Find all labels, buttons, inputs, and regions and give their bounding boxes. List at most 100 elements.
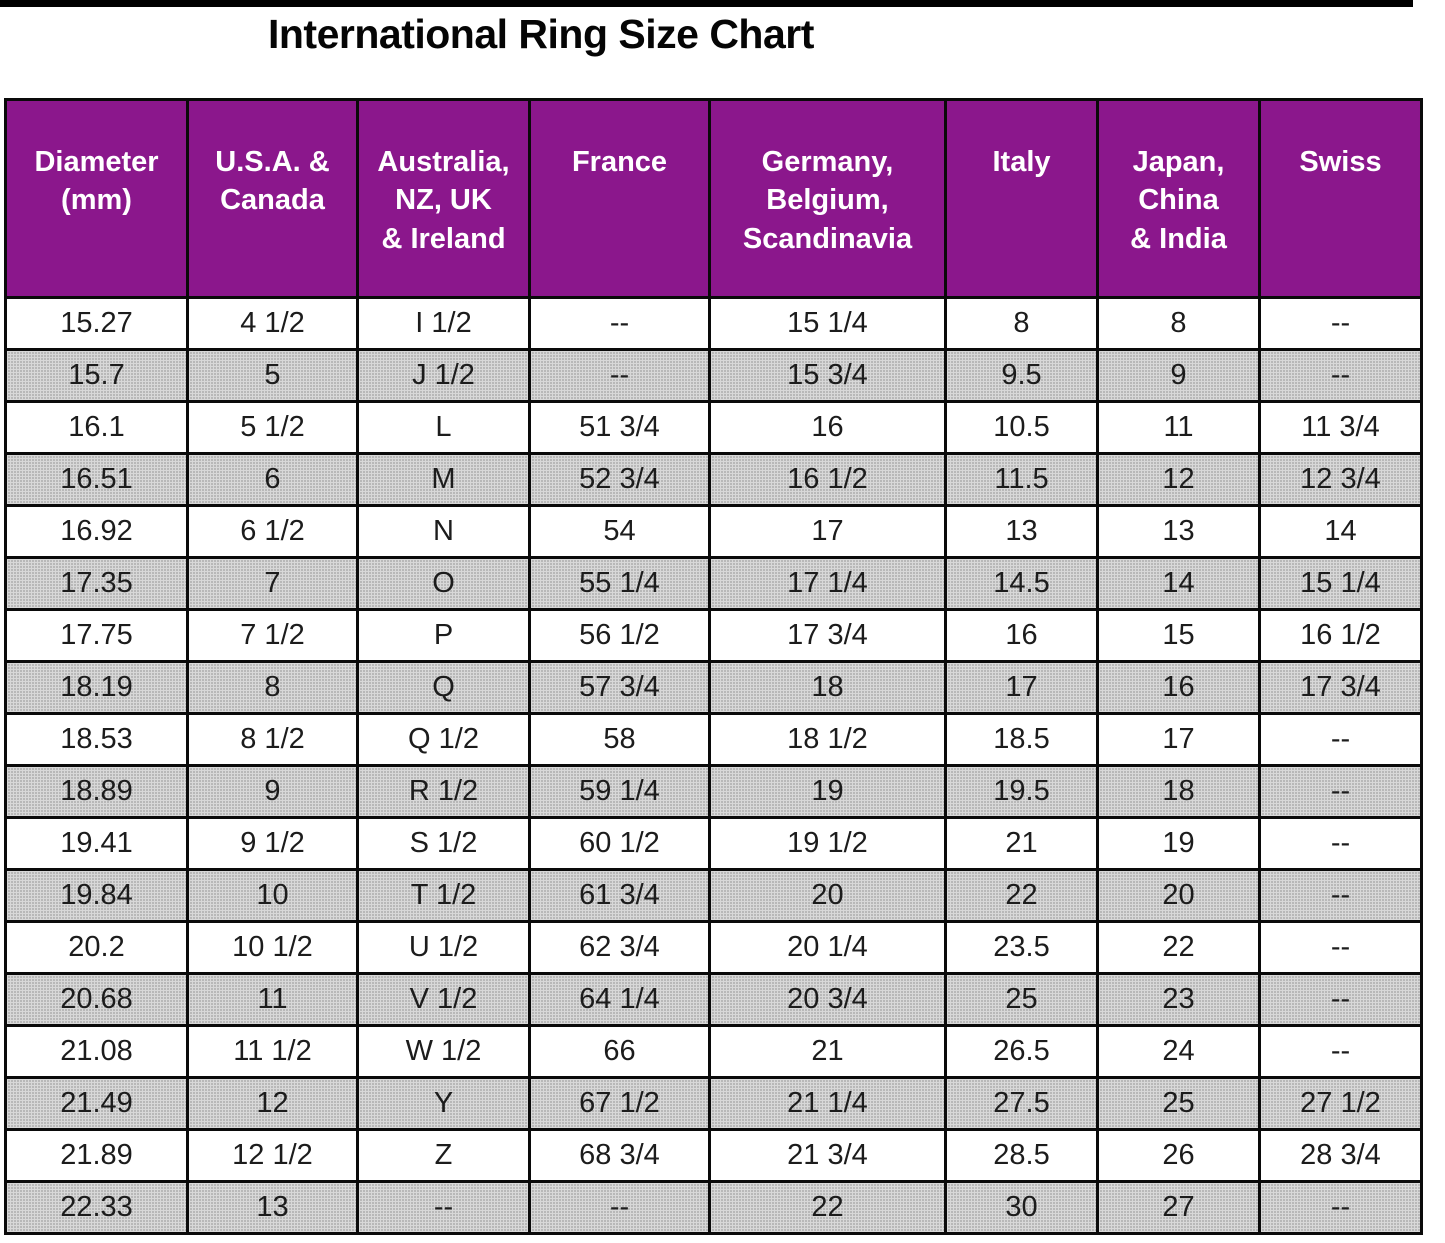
cell-australia-nz-uk-ireland: -- bbox=[356, 1180, 531, 1235]
cell-swiss: -- bbox=[1258, 868, 1423, 923]
cell-usa-canada: 5 1/2 bbox=[186, 400, 359, 455]
cell-italy: 21 bbox=[944, 816, 1099, 871]
cell-italy: 16 bbox=[944, 608, 1099, 663]
cell-france: 67 1/2 bbox=[528, 1076, 711, 1131]
cell-australia-nz-uk-ireland: N bbox=[356, 504, 531, 559]
cell-swiss: -- bbox=[1258, 764, 1423, 819]
cell-swiss: 12 3/4 bbox=[1258, 452, 1423, 507]
column-header-italy: Italy bbox=[944, 98, 1099, 299]
cell-italy: 27.5 bbox=[944, 1076, 1099, 1131]
cell-italy: 14.5 bbox=[944, 556, 1099, 611]
cell-italy: 10.5 bbox=[944, 400, 1099, 455]
cell-usa-canada: 7 1/2 bbox=[186, 608, 359, 663]
cell-australia-nz-uk-ireland: S 1/2 bbox=[356, 816, 531, 871]
cell-france: -- bbox=[528, 1180, 711, 1235]
cell-france: 68 3/4 bbox=[528, 1128, 711, 1183]
table-row: 17.35 7 O 55 1/4 17 1/4 14.5 14 15 1/4 bbox=[4, 556, 1423, 611]
cell-usa-canada: 8 1/2 bbox=[186, 712, 359, 767]
table-row: 19.84 10 T 1/2 61 3/4 20 22 20 -- bbox=[4, 868, 1423, 923]
cell-germany-belgium-scandinavia: 17 3/4 bbox=[708, 608, 947, 663]
cell-japan-china-india: 25 bbox=[1096, 1076, 1261, 1131]
cell-usa-canada: 6 1/2 bbox=[186, 504, 359, 559]
table-row: 21.49 12 Y 67 1/2 21 1/4 27.5 25 27 1/2 bbox=[4, 1076, 1423, 1131]
cell-germany-belgium-scandinavia: 17 1/4 bbox=[708, 556, 947, 611]
cell-diameter-mm: 20.2 bbox=[4, 920, 189, 975]
cell-japan-china-india: 16 bbox=[1096, 660, 1261, 715]
cell-diameter-mm: 16.51 bbox=[4, 452, 189, 507]
cell-italy: 9.5 bbox=[944, 348, 1099, 403]
cell-japan-china-india: 14 bbox=[1096, 556, 1261, 611]
cell-italy: 17 bbox=[944, 660, 1099, 715]
cell-swiss: -- bbox=[1258, 1024, 1423, 1079]
cell-diameter-mm: 18.89 bbox=[4, 764, 189, 819]
cell-germany-belgium-scandinavia: 22 bbox=[708, 1180, 947, 1235]
cell-usa-canada: 4 1/2 bbox=[186, 296, 359, 351]
cell-germany-belgium-scandinavia: 21 1/4 bbox=[708, 1076, 947, 1131]
cell-australia-nz-uk-ireland: T 1/2 bbox=[356, 868, 531, 923]
cell-japan-china-india: 13 bbox=[1096, 504, 1261, 559]
cell-germany-belgium-scandinavia: 20 bbox=[708, 868, 947, 923]
cell-germany-belgium-scandinavia: 19 bbox=[708, 764, 947, 819]
cell-australia-nz-uk-ireland: Q 1/2 bbox=[356, 712, 531, 767]
cell-diameter-mm: 18.53 bbox=[4, 712, 189, 767]
cell-australia-nz-uk-ireland: Q bbox=[356, 660, 531, 715]
cell-japan-china-india: 19 bbox=[1096, 816, 1261, 871]
cell-swiss: 15 1/4 bbox=[1258, 556, 1423, 611]
table-row: 16.92 6 1/2 N 54 17 13 13 14 bbox=[4, 504, 1423, 559]
cell-swiss: 17 3/4 bbox=[1258, 660, 1423, 715]
table-row: 22.33 13 -- -- 22 30 27 -- bbox=[4, 1180, 1423, 1235]
cell-usa-canada: 12 1/2 bbox=[186, 1128, 359, 1183]
cell-swiss: 14 bbox=[1258, 504, 1423, 559]
column-header-france: France bbox=[528, 98, 711, 299]
cell-diameter-mm: 22.33 bbox=[4, 1180, 189, 1235]
cell-usa-canada: 8 bbox=[186, 660, 359, 715]
table-body: 15.27 4 1/2 I 1/2 -- 15 1/4 8 8 -- 15.7 5 J 1/2 -- 1… bbox=[4, 296, 1423, 1235]
table-row: 16.51 6 M 52 3/4 16 1/2 11.5 12 12 3/4 bbox=[4, 452, 1423, 507]
cell-germany-belgium-scandinavia: 15 1/4 bbox=[708, 296, 947, 351]
cell-france: 51 3/4 bbox=[528, 400, 711, 455]
cell-usa-canada: 9 bbox=[186, 764, 359, 819]
cell-germany-belgium-scandinavia: 20 3/4 bbox=[708, 972, 947, 1027]
cell-italy: 23.5 bbox=[944, 920, 1099, 975]
column-header-usa-canada: U.S.A. & Canada bbox=[186, 98, 359, 299]
cell-diameter-mm: 16.92 bbox=[4, 504, 189, 559]
cell-australia-nz-uk-ireland: V 1/2 bbox=[356, 972, 531, 1027]
cell-usa-canada: 10 bbox=[186, 868, 359, 923]
table-row: 16.1 5 1/2 L 51 3/4 16 10.5 11 11 3/4 bbox=[4, 400, 1423, 455]
table-header: Diameter (mm) U.S.A. & Canada Australia, N… bbox=[4, 98, 1423, 299]
cell-swiss: -- bbox=[1258, 972, 1423, 1027]
cell-france: 66 bbox=[528, 1024, 711, 1079]
cell-france: 55 1/4 bbox=[528, 556, 711, 611]
cell-australia-nz-uk-ireland: L bbox=[356, 400, 531, 455]
top-divider bbox=[0, 0, 1413, 7]
cell-france: 61 3/4 bbox=[528, 868, 711, 923]
cell-japan-china-india: 20 bbox=[1096, 868, 1261, 923]
table-row: 18.89 9 R 1/2 59 1/4 19 19.5 18 -- bbox=[4, 764, 1423, 819]
cell-diameter-mm: 21.89 bbox=[4, 1128, 189, 1183]
cell-japan-china-india: 27 bbox=[1096, 1180, 1261, 1235]
cell-australia-nz-uk-ireland: R 1/2 bbox=[356, 764, 531, 819]
cell-australia-nz-uk-ireland: M bbox=[356, 452, 531, 507]
cell-germany-belgium-scandinavia: 21 3/4 bbox=[708, 1128, 947, 1183]
cell-australia-nz-uk-ireland: O bbox=[356, 556, 531, 611]
cell-swiss: -- bbox=[1258, 296, 1423, 351]
cell-swiss: 27 1/2 bbox=[1258, 1076, 1423, 1131]
cell-japan-china-india: 26 bbox=[1096, 1128, 1261, 1183]
table-row: 15.7 5 J 1/2 -- 15 3/4 9.5 9 -- bbox=[4, 348, 1423, 403]
table-row: 20.2 10 1/2 U 1/2 62 3/4 20 1/4 23.5 22 -- bbox=[4, 920, 1423, 975]
cell-germany-belgium-scandinavia: 18 1/2 bbox=[708, 712, 947, 767]
cell-germany-belgium-scandinavia: 20 1/4 bbox=[708, 920, 947, 975]
page-title: International Ring Size Chart bbox=[268, 11, 814, 57]
cell-australia-nz-uk-ireland: I 1/2 bbox=[356, 296, 531, 351]
cell-usa-canada: 10 1/2 bbox=[186, 920, 359, 975]
cell-usa-canada: 6 bbox=[186, 452, 359, 507]
cell-diameter-mm: 21.49 bbox=[4, 1076, 189, 1131]
cell-france: 52 3/4 bbox=[528, 452, 711, 507]
cell-diameter-mm: 21.08 bbox=[4, 1024, 189, 1079]
cell-usa-canada: 11 bbox=[186, 972, 359, 1027]
column-header-diameter-mm: Diameter (mm) bbox=[4, 98, 189, 299]
cell-italy: 26.5 bbox=[944, 1024, 1099, 1079]
cell-swiss: 16 1/2 bbox=[1258, 608, 1423, 663]
cell-germany-belgium-scandinavia: 18 bbox=[708, 660, 947, 715]
cell-france: 54 bbox=[528, 504, 711, 559]
